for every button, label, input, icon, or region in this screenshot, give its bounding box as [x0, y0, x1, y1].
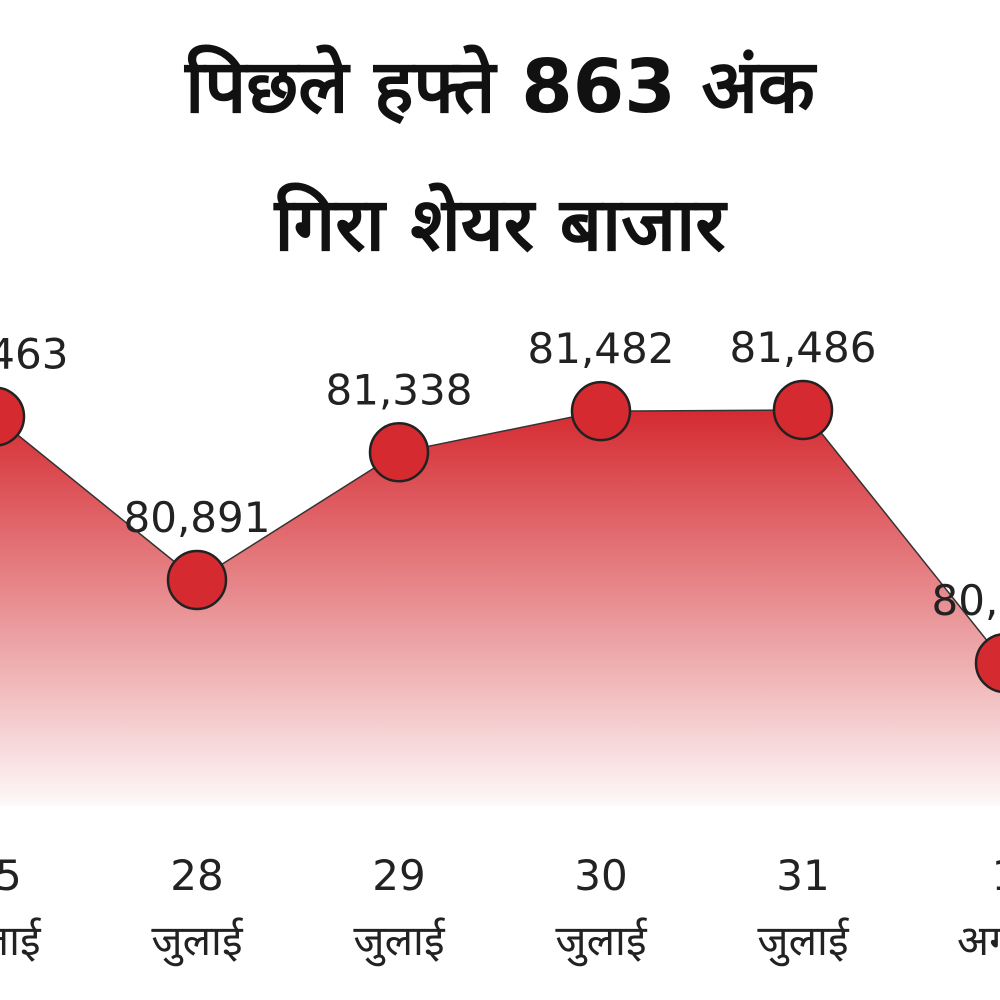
data-point: [0, 386, 26, 447]
x-tick-label: 25: [0, 851, 22, 900]
chart-title: गिरा शेयर बाजार: [272, 182, 728, 268]
data-point: [974, 633, 1000, 693]
data-label: 80,891: [124, 493, 271, 542]
x-tick-label: जुलाई: [151, 916, 244, 967]
area-line: [0, 409, 1000, 659]
x-tick-label: 29: [372, 851, 425, 900]
x-tick-label: अगस्त: [957, 916, 1000, 965]
chart-title: पिछले हफ्ते 863 अंक: [183, 44, 818, 130]
x-tick-label: 1: [992, 851, 1000, 900]
data-point: [166, 549, 228, 611]
data-label: 81,482: [528, 324, 675, 373]
data-point: [772, 379, 834, 441]
data-label: 80,600: [932, 576, 1000, 625]
x-tick-label: 28: [170, 851, 223, 900]
data-label: 81,486: [730, 323, 877, 372]
x-tick-label: जुलाई: [555, 916, 648, 967]
data-label: 81,463: [0, 330, 68, 379]
data-point: [368, 422, 430, 483]
x-tick-label: जुलाई: [0, 916, 42, 967]
x-tick-label: जुलाई: [353, 916, 446, 967]
x-tick-label: 31: [776, 851, 829, 900]
data-label: 81,338: [326, 365, 473, 414]
area-fill: [0, 410, 1000, 806]
data-point: [570, 380, 632, 442]
x-tick-label: जुलाई: [757, 916, 850, 967]
x-tick-label: 30: [574, 851, 627, 900]
